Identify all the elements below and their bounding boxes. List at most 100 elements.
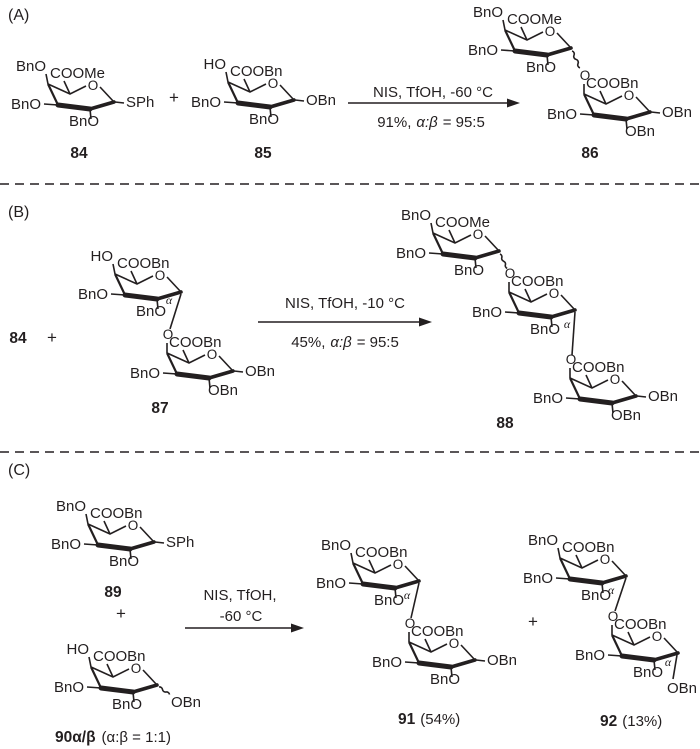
- substituent-label: BnO: [191, 94, 221, 111]
- donor-ref-84: 84: [9, 330, 27, 347]
- alpha-label: α: [665, 655, 672, 669]
- substituent-label: BnO: [112, 696, 142, 713]
- alpha-glycosidic-bond: [410, 582, 420, 619]
- substituent-label: BnO: [473, 4, 503, 21]
- substituent-label: BnO: [533, 390, 563, 407]
- caption-85: 85: [254, 145, 272, 162]
- ester-label: COOBn: [355, 544, 408, 561]
- anomeric-label: OBn: [245, 363, 275, 380]
- conditions-line2: -60 °C: [220, 608, 263, 625]
- glycosidic-oxygen: O: [163, 327, 174, 342]
- ring-oxygen: O: [549, 286, 560, 301]
- compound-92-ring2: O O COOBn BnO BnO: [575, 609, 678, 681]
- caption-88: 88: [496, 415, 514, 432]
- caption-89: 89: [104, 584, 122, 601]
- substituent-label: BnO: [374, 592, 404, 609]
- alpha-glycosidic-bond: [614, 577, 627, 612]
- ring-oxygen: O: [88, 78, 99, 93]
- caption-86: 86: [581, 145, 599, 162]
- anomeric-label: SPh: [166, 534, 194, 551]
- anomeric-label: OBn: [487, 652, 517, 669]
- wavy-anomeric-bond: [571, 50, 581, 69]
- substituent-label: BnO: [321, 537, 351, 554]
- panel-label-a: (A): [8, 7, 29, 24]
- substituent-label: OBn: [611, 407, 641, 424]
- conditions-line2: 91%, α:β = 95:5: [377, 114, 485, 131]
- arrowhead: [507, 98, 520, 108]
- panel-label-b: (B): [8, 204, 29, 221]
- reaction-arrow-c: NIS, TfOH, -60 °C: [185, 587, 304, 633]
- compound-85: O HO COOBn BnO BnO OBn: [191, 56, 336, 128]
- substituent-label: BnO: [575, 647, 605, 664]
- substituent-label: BnO: [109, 553, 139, 570]
- substituent-label: OBn: [208, 382, 238, 399]
- plus-sign: +: [116, 604, 126, 623]
- compound-92-ring1: O BnO COOBn BnO BnO: [523, 532, 626, 604]
- ring-oxygen: O: [600, 552, 611, 567]
- substituent-label: BnO: [396, 245, 426, 262]
- substituent-label: HO: [204, 56, 227, 73]
- substituent-label: HO: [67, 641, 90, 658]
- substituent-label: BnO: [51, 536, 81, 553]
- glycosidic-oxygen: O: [405, 616, 416, 631]
- substituent-label: BnO: [316, 575, 346, 592]
- caption-92: 92 (13%): [600, 713, 662, 730]
- compound-91-ring1: O BnO COOBn BnO BnO: [316, 537, 419, 609]
- ring-oxygen: O: [652, 629, 663, 644]
- panel-label-c: (C): [8, 462, 30, 479]
- substituent-label: BnO: [372, 654, 402, 671]
- ester-label: COOMe: [507, 11, 562, 28]
- substituent-label: BnO: [136, 303, 166, 320]
- conditions-line1: NIS, TfOH, -10 °C: [285, 295, 405, 312]
- ester-label: COOBn: [511, 273, 564, 290]
- conditions-line2: 45%, α:β = 95:5: [291, 334, 399, 351]
- alpha-anomeric-bond: [672, 654, 678, 680]
- substituent-label: BnO: [523, 570, 553, 587]
- compound-87-ring1: O HO COOBn BnO BnO: [78, 248, 181, 320]
- alpha-label: α: [564, 317, 571, 331]
- ester-label: COOBn: [90, 505, 143, 522]
- substituent-label: BnO: [581, 587, 611, 604]
- substituent-label: BnO: [526, 59, 556, 76]
- substituent-label: BnO: [78, 286, 108, 303]
- compound-91-ring2: O O COOBn BnO BnO OBn: [372, 616, 517, 688]
- alpha-label: α: [404, 588, 411, 602]
- caption-90: 90α/β (α:β = 1:1): [55, 729, 171, 746]
- compound-90: O HO COOBn BnO BnO OBn: [54, 641, 201, 713]
- anomeric-label: SPh: [126, 94, 154, 111]
- substituent-label: BnO: [54, 679, 84, 696]
- ester-label: COOMe: [50, 65, 105, 82]
- substituent-label: BnO: [249, 111, 279, 128]
- reaction-arrow-b: NIS, TfOH, -10 °C 45%, α:β = 95:5: [258, 295, 432, 351]
- ester-label: COOBn: [411, 623, 464, 640]
- substituent-label: HO: [91, 248, 114, 265]
- ring-oxygen: O: [131, 661, 142, 676]
- compound-88-ring1: O BnO COOMe BnO BnO: [396, 207, 499, 279]
- reaction-arrow-a: NIS, TfOH, -60 °C 91%, α:β = 95:5: [348, 84, 520, 131]
- substituent-label: OBn: [625, 123, 655, 140]
- substituent-label: BnO: [547, 106, 577, 123]
- anomeric-label: OBn: [306, 92, 336, 109]
- wavy-anomeric-bond: [158, 686, 171, 695]
- anomeric-label: OBn: [667, 680, 697, 697]
- ester-label: COOBn: [572, 359, 625, 376]
- ester-label: COOMe: [435, 214, 490, 231]
- ester-label: COOBn: [117, 255, 170, 272]
- wavy-anomeric-bond: [499, 253, 508, 270]
- substituent-label: BnO: [633, 664, 663, 681]
- caption-91: 91 (54%): [398, 711, 460, 728]
- substituent-label: BnO: [530, 321, 560, 338]
- substituent-label: BnO: [130, 365, 160, 382]
- arrowhead: [291, 623, 304, 633]
- plus-sign: +: [528, 612, 538, 631]
- caption-87: 87: [151, 400, 168, 417]
- substituent-label: BnO: [528, 532, 558, 549]
- arrowhead: [419, 317, 432, 327]
- ring-oxygen: O: [473, 227, 484, 242]
- glycosidic-oxygen: O: [566, 352, 577, 367]
- compound-84: O BnO COOMe BnO BnO SPh: [11, 58, 154, 130]
- alpha-label: α: [166, 293, 173, 307]
- anomeric-label: OBn: [171, 694, 201, 711]
- ester-label: COOBn: [93, 648, 146, 665]
